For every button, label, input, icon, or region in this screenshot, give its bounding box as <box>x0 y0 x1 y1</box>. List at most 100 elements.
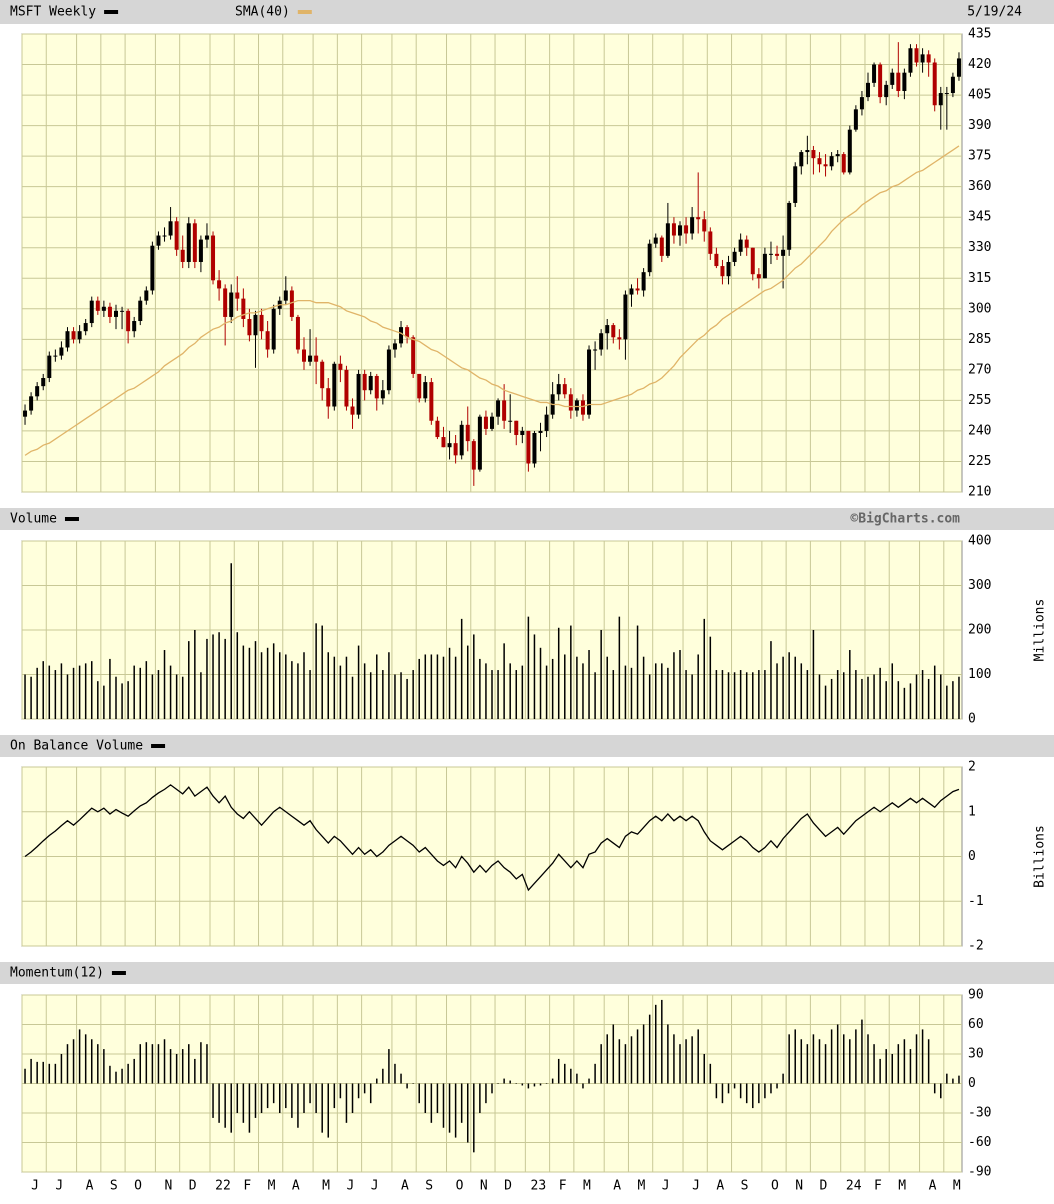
x-tick-label: J <box>55 1179 63 1194</box>
bar <box>909 683 912 719</box>
candle-body <box>872 64 877 83</box>
x-tick-label: N <box>165 1179 173 1194</box>
bar <box>345 1083 348 1123</box>
candle-body <box>629 288 634 295</box>
bar <box>812 630 815 719</box>
candle-body <box>684 225 689 234</box>
x-tick-label: A <box>613 1179 621 1194</box>
candle-body <box>496 400 501 417</box>
candle-body <box>544 414 549 431</box>
panel-header <box>0 508 1054 530</box>
x-tick-label: N <box>795 1179 803 1194</box>
bar <box>679 650 681 719</box>
bar <box>867 676 869 719</box>
bar <box>218 632 220 719</box>
bar <box>776 663 778 719</box>
bar <box>424 654 427 719</box>
bar <box>685 670 687 719</box>
sma-line <box>24 145 960 456</box>
bar <box>127 1063 129 1084</box>
candle-body <box>229 292 234 317</box>
y-tick-label: 240 <box>968 423 991 438</box>
bar <box>927 678 930 719</box>
bar <box>946 1073 948 1084</box>
bar <box>254 641 257 719</box>
y-tick-label: 200 <box>968 623 991 638</box>
panel-header <box>0 735 1054 757</box>
candle-body <box>653 237 658 244</box>
bar <box>36 1061 38 1084</box>
x-tick-label: F <box>243 1179 251 1194</box>
candle-body <box>853 109 858 130</box>
y-tick-label: 0 <box>968 712 976 727</box>
candle-body <box>429 382 434 421</box>
bar <box>266 647 269 719</box>
bar <box>400 672 402 719</box>
bar <box>291 661 293 719</box>
bar <box>685 1039 687 1084</box>
bar <box>570 1068 572 1084</box>
bar <box>715 670 718 719</box>
candle-body <box>459 424 464 456</box>
candle-body <box>174 221 179 250</box>
bar <box>612 670 615 719</box>
bar <box>48 665 51 719</box>
bar <box>466 645 469 719</box>
bar <box>636 625 639 719</box>
candle-body <box>235 292 240 299</box>
candle-body <box>289 290 294 317</box>
bar <box>54 670 57 719</box>
bar <box>242 645 245 719</box>
bar <box>697 654 699 719</box>
x-tick-label: J <box>346 1179 354 1194</box>
candle-body <box>599 333 604 350</box>
bar <box>442 656 445 719</box>
x-tick-label: A <box>401 1179 409 1194</box>
x-tick-label: O <box>771 1179 779 1194</box>
bar <box>121 683 123 719</box>
bar <box>491 670 493 719</box>
bar <box>842 1034 845 1084</box>
candle-body <box>314 355 319 362</box>
bar <box>212 1083 214 1118</box>
bar <box>709 1063 712 1084</box>
x-tick-label: J <box>31 1179 39 1194</box>
bar <box>169 665 172 719</box>
bar <box>260 1083 263 1113</box>
bar <box>776 1083 778 1089</box>
candle-body <box>77 331 82 340</box>
candle-body <box>744 239 749 248</box>
bar <box>497 670 499 719</box>
bar <box>582 663 584 719</box>
candle-body <box>374 375 379 399</box>
bar <box>139 1044 142 1084</box>
candle-body <box>847 129 852 173</box>
bar <box>357 1083 360 1099</box>
bar <box>236 1083 239 1113</box>
bar <box>479 658 481 719</box>
bar <box>782 656 784 719</box>
candle-body <box>781 249 786 256</box>
bar <box>727 1083 730 1094</box>
candle-body <box>829 156 834 167</box>
bar <box>551 658 554 719</box>
candle-body <box>890 72 895 85</box>
legend-swatch <box>297 10 312 14</box>
candle-body <box>617 337 622 340</box>
bar <box>327 652 330 719</box>
bar <box>303 1083 305 1113</box>
bar <box>752 1083 754 1109</box>
bar <box>539 647 542 719</box>
bar <box>272 643 275 719</box>
candle-body <box>665 223 670 256</box>
bar <box>764 1083 766 1099</box>
bar <box>533 634 536 719</box>
candle-body <box>920 54 925 63</box>
bar <box>382 670 384 719</box>
bar <box>940 1083 942 1099</box>
bar <box>272 1083 275 1104</box>
candle-body <box>514 420 519 436</box>
x-tick-label: F <box>559 1179 567 1194</box>
bar <box>933 665 936 719</box>
candle-body <box>192 223 197 262</box>
